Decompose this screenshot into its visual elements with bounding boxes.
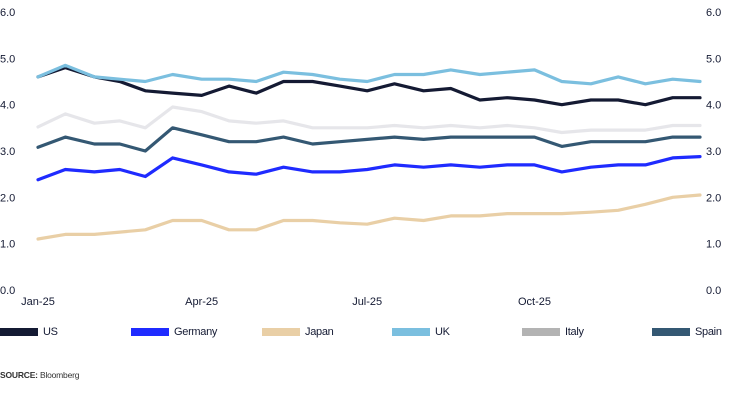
legend-label: Japan <box>305 326 334 338</box>
legend-label: US <box>43 326 58 338</box>
legend-label: UK <box>435 326 450 338</box>
legend-item-spain: Spain <box>652 326 722 338</box>
line-chart: 0.0 1.0 2.0 3.0 4.0 5.0 6.0 0.0 1.0 2.0 3.0 4.0 5.0… <box>0 7 721 308</box>
y-tick-label-right: 2.0 <box>706 192 721 204</box>
y-tick-label-left: 5.0 <box>0 53 15 65</box>
series-line-germany <box>36 155 702 182</box>
y-tick-label-right: 6.0 <box>706 7 721 19</box>
x-tick-label: Jul-25 <box>352 296 382 308</box>
y-tick-label-right: 1.0 <box>706 239 721 251</box>
legend-label: Germany <box>174 326 218 338</box>
y-tick-label-left: 1.0 <box>0 239 15 251</box>
x-tick-label: Oct-25 <box>518 296 551 308</box>
legend-swatch <box>392 328 430 336</box>
y-tick-label-right: 5.0 <box>706 53 721 65</box>
source-note: SOURCE: Bloomberg <box>0 370 79 380</box>
legend-item-us: US <box>0 326 58 338</box>
legend-label: Spain <box>695 326 722 338</box>
x-tick-label: Apr-25 <box>185 296 218 308</box>
source-text: Bloomberg <box>39 370 80 380</box>
legend-swatch <box>652 328 690 336</box>
y-tick-label-right: 3.0 <box>706 146 721 158</box>
legend-swatch <box>262 328 300 336</box>
x-tick-label: Jan-25 <box>21 296 55 308</box>
y-tick-label-right: 0.0 <box>706 285 721 297</box>
legend: US Germany Japan UK Italy Spain <box>0 326 732 340</box>
legend-label: Italy <box>565 326 584 338</box>
legend-swatch <box>131 328 169 336</box>
legend-item-uk: UK <box>392 326 450 338</box>
source-label: SOURCE: <box>0 370 38 380</box>
series-line-spain <box>36 126 702 153</box>
legend-swatch <box>0 328 38 336</box>
series-line-uk <box>36 63 702 86</box>
legend-item-japan: Japan <box>262 326 334 338</box>
y-tick-label-left: 4.0 <box>0 100 15 112</box>
series-line-japan <box>36 193 702 241</box>
legend-swatch <box>522 328 560 336</box>
y-tick-label-left: 2.0 <box>0 192 15 204</box>
series-line-italy <box>36 105 702 135</box>
legend-item-germany: Germany <box>131 326 217 338</box>
y-tick-label-left: 6.0 <box>0 7 15 19</box>
y-tick-label-left: 3.0 <box>0 146 15 158</box>
y-tick-label-left: 0.0 <box>0 285 15 297</box>
y-tick-label-right: 4.0 <box>706 100 721 112</box>
legend-item-italy: Italy <box>522 326 584 338</box>
series-line-us <box>36 65 702 107</box>
